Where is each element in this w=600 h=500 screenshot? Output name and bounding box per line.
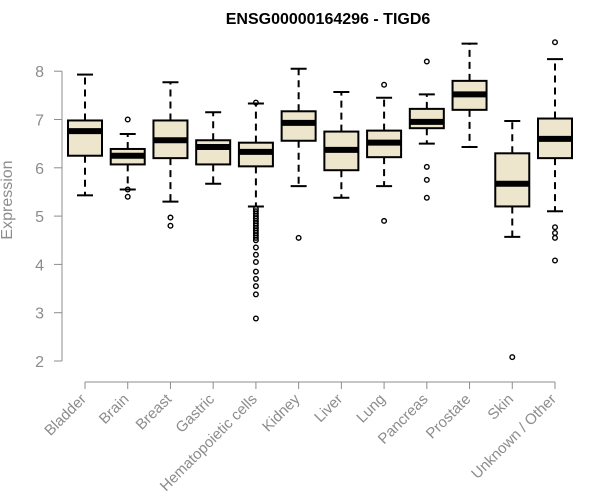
box-kidney <box>280 67 317 241</box>
y-tick-label: 6 <box>35 161 44 178</box>
outlier-point <box>252 291 259 298</box>
box-unknown-other <box>537 39 573 264</box>
outlier-point <box>552 257 559 264</box>
outlier-point <box>552 39 559 46</box>
x-tick-label: Bladder <box>41 391 90 440</box>
y-tick-label: 3 <box>35 306 44 323</box>
outlier-point <box>252 315 259 322</box>
outlier-point <box>509 354 516 361</box>
y-tick-label: 2 <box>35 354 44 371</box>
box-breast <box>152 81 189 229</box>
box-iqr <box>67 119 103 157</box>
y-tick-label: 8 <box>35 64 44 81</box>
outlier-point <box>124 186 131 193</box>
outlier-point <box>167 214 174 221</box>
outlier-point <box>423 194 430 201</box>
y-tick-label: 4 <box>35 257 44 274</box>
box-liver <box>323 90 360 199</box>
chart-title: ENSG00000164296 - TIGD6 <box>226 11 431 28</box>
box-iqr <box>494 152 531 208</box>
outlier-point <box>167 222 174 229</box>
outlier-point <box>295 234 302 241</box>
outlier-point <box>252 244 259 251</box>
outlier-point <box>381 81 388 88</box>
x-tick-label: Liver <box>311 391 346 426</box>
outlier-point <box>252 283 259 290</box>
box-iqr <box>280 110 317 142</box>
y-axis: 2 3 4 5 6 7 8 <box>35 64 63 371</box>
outlier-point <box>552 230 559 237</box>
outlier-point <box>252 234 259 241</box>
box-pancreas <box>408 58 445 201</box>
x-tick-label: Prostate <box>423 391 475 443</box>
outlier-point <box>552 224 559 231</box>
x-tick-label: Breast <box>133 390 176 433</box>
box-skin <box>494 119 531 361</box>
outlier-point <box>423 58 430 65</box>
outlier-point <box>423 163 430 170</box>
x-tick-label: Skin <box>484 391 517 424</box>
box-iqr <box>195 139 232 166</box>
x-tick-label: Lung <box>353 391 389 427</box>
outlier-point <box>252 275 259 282</box>
x-tick-label: Brain <box>96 391 133 428</box>
box-lung <box>366 81 403 224</box>
x-tick-label: Kidney <box>259 390 304 435</box>
box-series <box>67 39 573 361</box>
outlier-point <box>124 193 131 200</box>
outlier-point <box>252 237 259 244</box>
box-iqr <box>408 107 445 130</box>
box-bladder <box>67 73 103 197</box>
y-tick-label: 7 <box>35 113 44 130</box>
outlier-point <box>124 116 131 123</box>
outlier-point <box>252 258 259 265</box>
outlier-point <box>381 217 388 224</box>
box-hematopoietic-cells <box>237 99 274 322</box>
outlier-point <box>252 268 259 275</box>
outlier-point <box>252 99 259 106</box>
outlier-point <box>252 251 259 258</box>
box-prostate <box>451 42 488 149</box>
outlier-point <box>552 234 559 241</box>
box-gastric <box>195 111 232 185</box>
y-tick-label: 5 <box>35 209 44 226</box>
box-brain <box>109 116 146 200</box>
outlier-point <box>423 176 430 183</box>
y-axis-label: Expression <box>0 160 16 239</box>
